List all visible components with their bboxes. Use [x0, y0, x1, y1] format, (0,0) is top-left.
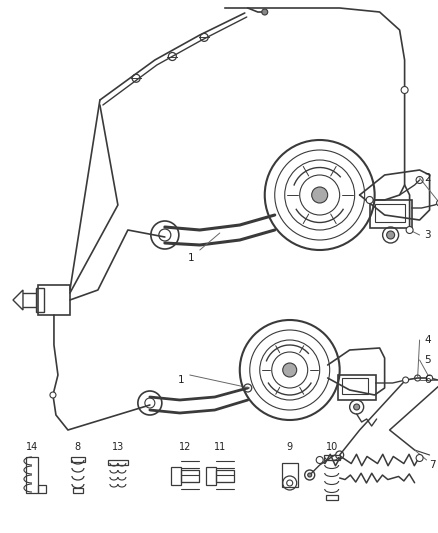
Bar — [370, 200, 412, 228]
Bar — [36, 288, 44, 312]
Circle shape — [401, 86, 408, 93]
Circle shape — [316, 456, 323, 464]
Circle shape — [50, 392, 56, 398]
Circle shape — [427, 375, 433, 381]
Text: 10: 10 — [325, 442, 338, 452]
Bar — [374, 204, 405, 222]
Text: 5: 5 — [424, 355, 431, 365]
Text: 4: 4 — [424, 335, 431, 345]
Circle shape — [262, 9, 268, 15]
Text: 1: 1 — [188, 253, 195, 263]
Circle shape — [403, 377, 409, 383]
Text: 13: 13 — [112, 442, 124, 452]
Bar — [342, 378, 367, 394]
Bar — [26, 457, 38, 493]
Circle shape — [353, 404, 360, 410]
Text: 8: 8 — [75, 442, 81, 452]
Circle shape — [387, 231, 395, 239]
Bar — [206, 467, 216, 485]
Bar — [324, 455, 340, 460]
Bar — [38, 485, 46, 493]
Text: 2: 2 — [424, 173, 431, 183]
Text: 14: 14 — [26, 442, 38, 452]
Bar — [181, 470, 199, 482]
Bar — [282, 463, 298, 487]
Bar — [73, 488, 83, 493]
Circle shape — [406, 227, 413, 233]
Bar — [108, 460, 128, 465]
Bar — [338, 375, 376, 400]
Text: 1: 1 — [178, 375, 185, 385]
Circle shape — [437, 200, 438, 206]
Bar — [38, 285, 70, 315]
Circle shape — [312, 187, 328, 203]
Circle shape — [416, 455, 423, 462]
Bar — [171, 467, 181, 485]
Bar — [71, 457, 85, 462]
Text: 11: 11 — [214, 442, 226, 452]
Text: 6: 6 — [424, 375, 431, 385]
Circle shape — [283, 363, 297, 377]
Text: 7: 7 — [430, 460, 436, 470]
Text: 3: 3 — [424, 230, 431, 240]
Bar — [326, 495, 338, 500]
Text: 9: 9 — [286, 442, 293, 452]
Circle shape — [308, 473, 312, 477]
Circle shape — [366, 197, 373, 204]
Text: 12: 12 — [179, 442, 191, 452]
Bar — [216, 470, 234, 482]
